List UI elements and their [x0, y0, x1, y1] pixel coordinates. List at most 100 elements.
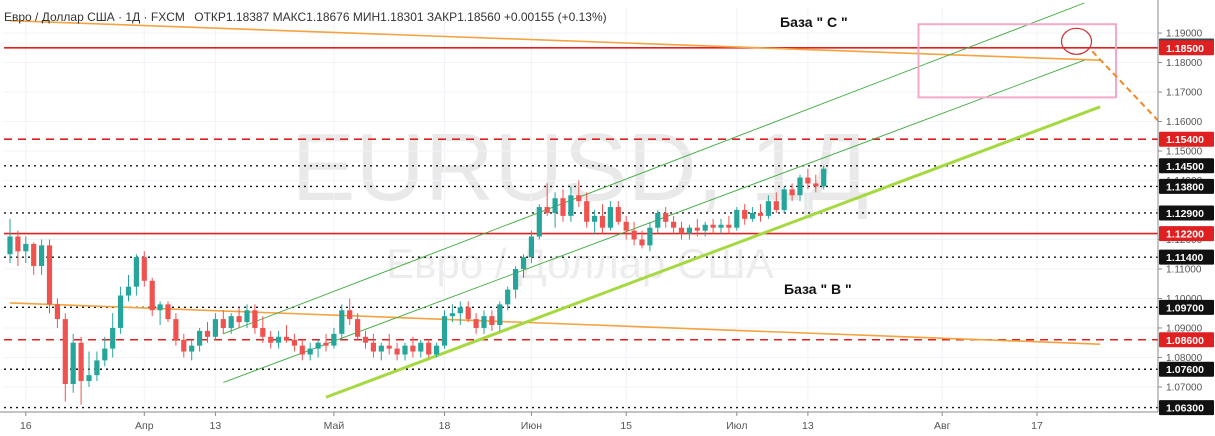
candle-body: [607, 207, 613, 228]
price-axis[interactable]: 1.070001.080001.090001.100001.110001.120…: [1157, 0, 1215, 436]
candle: [307, 342, 313, 361]
candles: [7, 165, 827, 405]
candle-body: [260, 327, 266, 337]
candle: [212, 313, 218, 340]
candle-body: [299, 345, 305, 355]
candle: [576, 180, 582, 208]
candle: [244, 304, 250, 328]
candle: [355, 313, 361, 340]
candle-body: [220, 319, 226, 328]
candle: [141, 251, 147, 287]
time-tick-label: 18: [439, 420, 451, 432]
candle: [497, 301, 503, 331]
candle-body: [78, 342, 84, 382]
candle: [599, 204, 606, 234]
time-tick-label: 17: [1031, 420, 1043, 432]
candle-body: [149, 280, 155, 311]
candle-body: [291, 339, 297, 346]
price-level-badge: [1159, 226, 1214, 242]
base-b-label: База " В ": [784, 281, 852, 297]
price-level-label: 1.15400: [1166, 134, 1204, 146]
candle-body: [39, 245, 45, 267]
candle-body: [473, 319, 479, 328]
candle: [23, 236, 29, 264]
candle: [631, 221, 637, 246]
open-value: ОТКР1.18387: [194, 10, 270, 24]
price-tick-label: 1.08000: [1166, 353, 1203, 364]
candle-body: [726, 224, 732, 228]
candle: [726, 215, 732, 234]
candle: [647, 221, 653, 252]
candle-body: [449, 313, 455, 317]
candle: [584, 192, 590, 228]
candle: [702, 221, 708, 237]
candle: [252, 304, 258, 334]
candle: [220, 310, 226, 334]
candle-body: [781, 189, 787, 210]
candle-body: [339, 310, 345, 334]
grid: [4, 8, 1158, 412]
price-tick-label: 1.18000: [1166, 58, 1203, 69]
candle-body: [94, 360, 100, 376]
candle-body: [686, 227, 692, 234]
candle: [323, 333, 329, 352]
price-level-label: 1.18500: [1166, 43, 1204, 55]
candle-body: [694, 227, 700, 231]
change-value: +0.00155 (+0.13%): [503, 10, 607, 24]
candle-body: [307, 348, 313, 355]
low-value: МИН1.18301: [352, 10, 424, 24]
candle: [173, 313, 179, 346]
price-level-badge: [1159, 400, 1214, 416]
candle-body: [481, 316, 487, 328]
candle-body: [189, 345, 195, 352]
candle: [315, 339, 321, 358]
candle: [402, 342, 408, 361]
candle: [742, 204, 748, 225]
candle: [663, 207, 669, 228]
price-level-label: 1.12900: [1166, 208, 1204, 220]
watermark: EURUSD, 1Д Евро / Доллар США: [291, 114, 868, 287]
candle-body: [734, 210, 740, 228]
candle: [410, 336, 416, 358]
candle: [102, 336, 108, 367]
base-c-label: База " С ": [780, 14, 848, 30]
candle-body: [544, 207, 550, 213]
candle-body: [631, 230, 637, 240]
candle-body: [742, 210, 748, 219]
candle: [544, 183, 550, 216]
candle-body: [465, 307, 471, 320]
candle: [481, 310, 487, 334]
candle-body: [15, 236, 21, 252]
candle: [813, 174, 819, 193]
candle: [465, 301, 471, 323]
candle: [505, 286, 511, 311]
candle-body: [536, 207, 542, 237]
candle: [615, 201, 621, 225]
candle-body: [394, 348, 400, 355]
candle-body: [757, 212, 764, 216]
candle: [694, 218, 700, 237]
candle: [165, 301, 171, 323]
candle: [639, 230, 645, 249]
candle: [607, 201, 613, 231]
price-level-label: 1.06300: [1166, 403, 1204, 415]
candle: [449, 304, 455, 323]
candle: [781, 186, 787, 213]
candle-body: [228, 316, 234, 328]
chart-header: Евро / Доллар США · 1Д · FXCM ОТКР1.1838…: [4, 10, 607, 24]
price-level-label: 1.13800: [1166, 181, 1204, 193]
candle-body: [31, 243, 37, 267]
candle-body: [141, 257, 147, 281]
time-axis[interactable]: 16 Апр 13 Май 18 Июн 15 Июл 13 Авг 17: [0, 411, 1158, 432]
candle-body: [173, 319, 179, 340]
candle: [592, 210, 598, 234]
candle-body: [46, 245, 53, 305]
candle-body: [426, 342, 432, 355]
candle: [31, 242, 37, 275]
price-level-badge: [1159, 178, 1214, 194]
candle: [7, 218, 13, 264]
candle-body: [813, 183, 819, 187]
candle: [378, 342, 384, 361]
candle-body: [268, 336, 274, 343]
